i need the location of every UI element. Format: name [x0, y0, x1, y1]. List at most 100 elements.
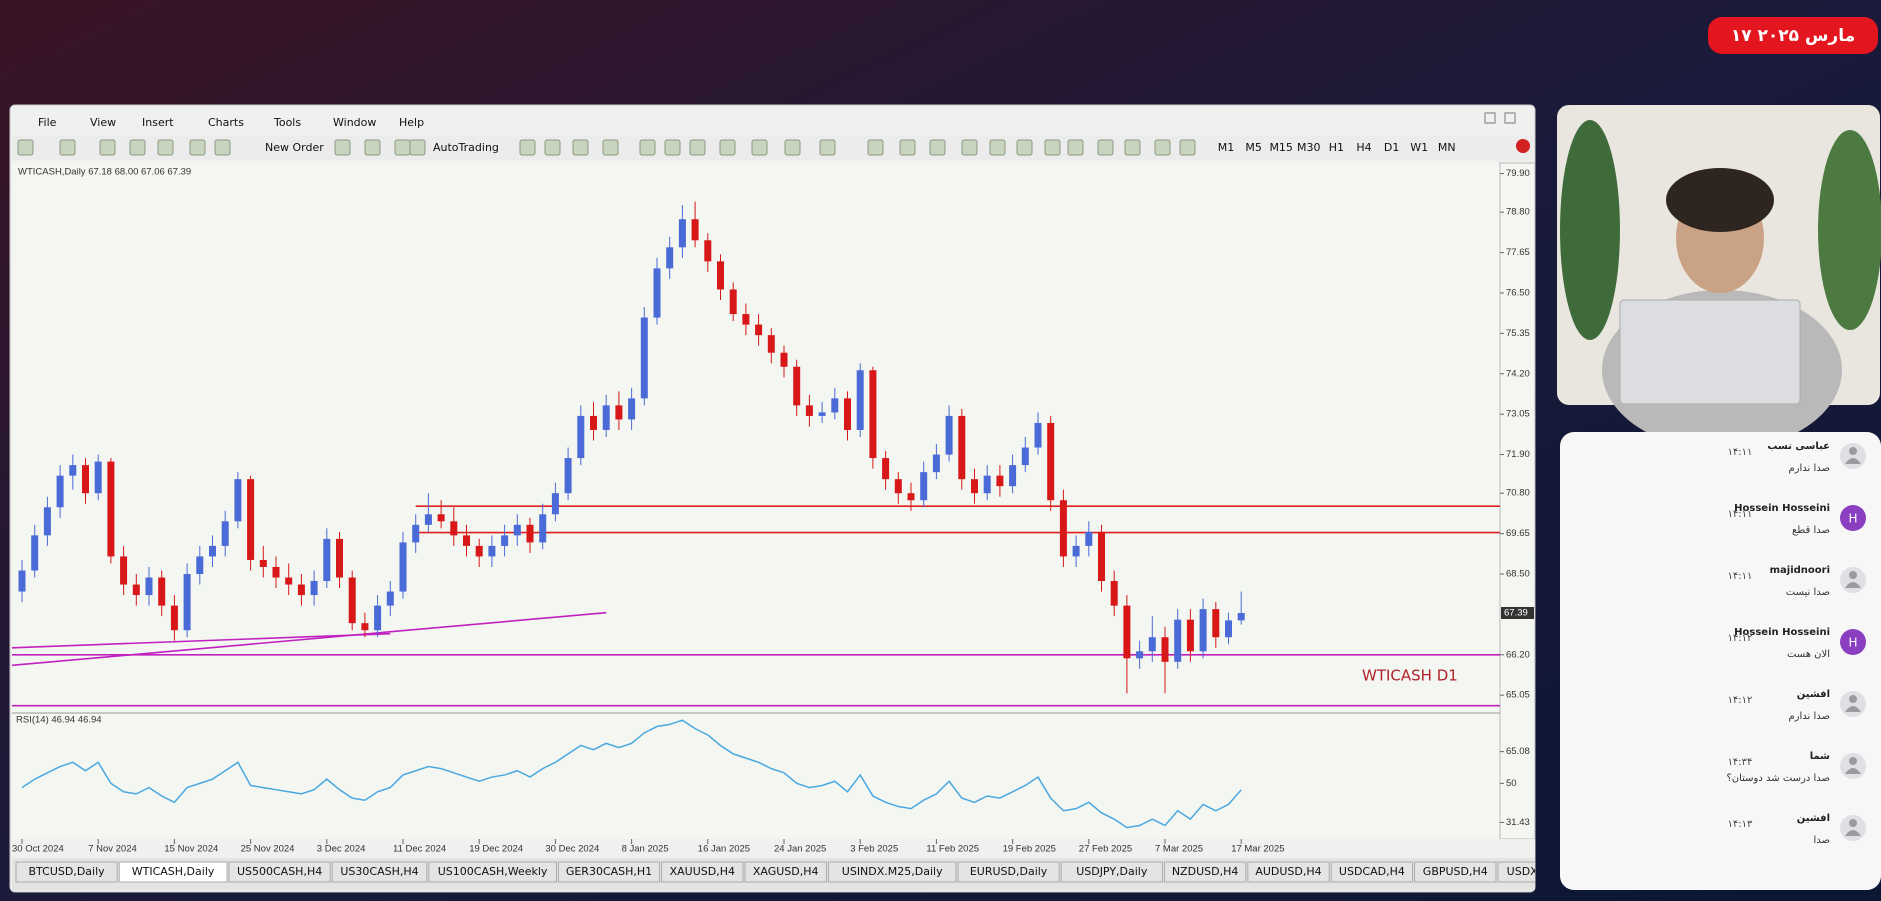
toolbar-icon[interactable]	[409, 139, 426, 156]
menu-item[interactable]: Help	[399, 116, 424, 129]
toolbar-icon[interactable]	[719, 139, 736, 156]
chart-tab-label[interactable]: AUDUSD,H4	[1255, 865, 1321, 878]
toolbar-icon[interactable]	[899, 139, 916, 156]
chart-tab[interactable]	[557, 861, 661, 883]
candle-body	[539, 514, 547, 543]
timeframe-button[interactable]: M30	[1297, 141, 1321, 154]
chart-tab[interactable]	[744, 861, 827, 883]
chart-tab-label[interactable]: USINDX.M25,Daily	[842, 865, 943, 878]
candle-body	[526, 524, 534, 543]
toolbar-icon[interactable]	[1016, 139, 1033, 156]
chart-tab-label[interactable]: USDCAD,H4	[1339, 865, 1405, 878]
chart-tab[interactable]	[331, 861, 428, 883]
chart-tab[interactable]	[1247, 861, 1330, 883]
toolbar-icon[interactable]	[867, 139, 884, 156]
candle-body	[158, 577, 166, 606]
toolbar-icon[interactable]	[1179, 139, 1196, 156]
toolbar-icon[interactable]	[214, 139, 231, 156]
toolbar-icon[interactable]	[1044, 139, 1061, 156]
chart-tab-label[interactable]: NZDUSD,H4	[1172, 865, 1239, 878]
chart-tab-label[interactable]: XAUUSD,H4	[670, 865, 735, 878]
toolbar-icon[interactable]	[602, 139, 619, 156]
chart-tab[interactable]	[827, 861, 957, 883]
chart-tab[interactable]	[1330, 861, 1414, 883]
toolbar-icon[interactable]	[751, 139, 768, 156]
toolbar-icon[interactable]	[364, 139, 381, 156]
menu-item[interactable]: Insert	[142, 116, 174, 129]
toolbar-icon[interactable]	[819, 139, 836, 156]
chart-tab-label[interactable]: US100CASH,Weekly	[438, 865, 548, 878]
toolbar-icon[interactable]	[639, 139, 656, 156]
timeframe-button[interactable]: M1	[1218, 141, 1235, 154]
menu-item[interactable]: Window	[333, 116, 376, 129]
y-tick-label: 75.35	[1506, 328, 1530, 339]
toolbar-icon[interactable]	[17, 139, 34, 156]
timeframe-button[interactable]: H4	[1356, 141, 1371, 154]
timeframe-button[interactable]: MN	[1438, 141, 1456, 154]
toolbar-icon[interactable]	[189, 139, 206, 156]
toolbar-icon[interactable]	[394, 139, 411, 156]
menu-item[interactable]: View	[90, 116, 116, 129]
chart-tab[interactable]	[1497, 861, 1546, 883]
toolbar-icon[interactable]	[664, 139, 681, 156]
toolbar-icon[interactable]	[1097, 139, 1114, 156]
chat-avatar	[1840, 443, 1866, 469]
chart-tab-label[interactable]: EURUSD,Daily	[970, 865, 1048, 878]
chart-tab-label[interactable]: WTICASH,Daily	[132, 865, 215, 878]
window-button[interactable]	[1484, 112, 1496, 124]
chart-tab-label[interactable]: US500CASH,H4	[237, 865, 322, 878]
window-button[interactable]	[1504, 112, 1516, 124]
toolbar-icon[interactable]	[544, 139, 561, 156]
toolbar-icon[interactable]	[784, 139, 801, 156]
date-badge-text: ۱۷ مارس ۲۰۲۵	[1731, 26, 1855, 46]
chart-tab-label[interactable]: USDJPY,Daily	[1076, 865, 1148, 878]
menu-item[interactable]: File	[38, 116, 57, 129]
toolbar-icon[interactable]	[961, 139, 978, 156]
candle-body	[310, 581, 318, 596]
chart-tab[interactable]	[957, 861, 1060, 883]
chart-tab[interactable]	[228, 861, 331, 883]
toolbar-icon[interactable]	[99, 139, 116, 156]
chat-name: شما	[1810, 751, 1830, 762]
toolbar-icon[interactable]	[1154, 139, 1171, 156]
toolbar-icon[interactable]	[129, 139, 146, 156]
timeframe-button[interactable]: D1	[1384, 141, 1399, 154]
toolbar-icon[interactable]	[519, 139, 536, 156]
timeframe-button[interactable]: W1	[1410, 141, 1428, 154]
date-badge	[1708, 17, 1878, 54]
toolbar-icon[interactable]	[59, 139, 76, 156]
timeframe-button[interactable]: M5	[1245, 141, 1262, 154]
toolbar-button[interactable]: AutoTrading	[433, 141, 499, 154]
chart-tab[interactable]	[661, 861, 744, 883]
chart-tab[interactable]	[1414, 861, 1497, 883]
chart-tab-label[interactable]: USDX	[1507, 865, 1539, 878]
toolbar-icon[interactable]	[989, 139, 1006, 156]
chart-tab[interactable]	[118, 861, 228, 883]
toolbar-button[interactable]: New Order	[265, 141, 324, 154]
y-tick-label: 74.20	[1506, 368, 1530, 379]
chart-tab[interactable]	[428, 861, 557, 883]
menu-item[interactable]: Charts	[208, 116, 244, 129]
chart-tab-label[interactable]: GBPUSD,H4	[1423, 865, 1488, 878]
timeframe-button[interactable]: H1	[1329, 141, 1344, 154]
chart-tab[interactable]	[1163, 861, 1247, 883]
toolbar-icon[interactable]	[929, 139, 946, 156]
toolbar-icon[interactable]	[1124, 139, 1141, 156]
chat-avatar	[1840, 567, 1866, 593]
chart-tab[interactable]	[1060, 861, 1163, 883]
toolbar-icon[interactable]	[572, 139, 589, 156]
chart-tab-label[interactable]: GER30CASH,H1	[566, 865, 652, 878]
chart-tab-label[interactable]: BTCUSD,Daily	[29, 865, 106, 878]
toolbar-icon[interactable]	[1067, 139, 1084, 156]
menu-item[interactable]: Tools	[273, 116, 301, 129]
timeframe-button[interactable]: M15	[1269, 141, 1293, 154]
candle-body	[348, 577, 356, 624]
candle-body	[805, 405, 813, 416]
chart-tab-label[interactable]: XAGUSD,H4	[753, 865, 819, 878]
toolbar-icon[interactable]	[689, 139, 706, 156]
toolbar-icon[interactable]	[334, 139, 351, 156]
chart-tab[interactable]	[15, 861, 118, 883]
chart-tab-label[interactable]: US30CASH,H4	[340, 865, 418, 878]
toolbar-icon[interactable]	[157, 139, 174, 156]
candle-body	[653, 268, 661, 318]
